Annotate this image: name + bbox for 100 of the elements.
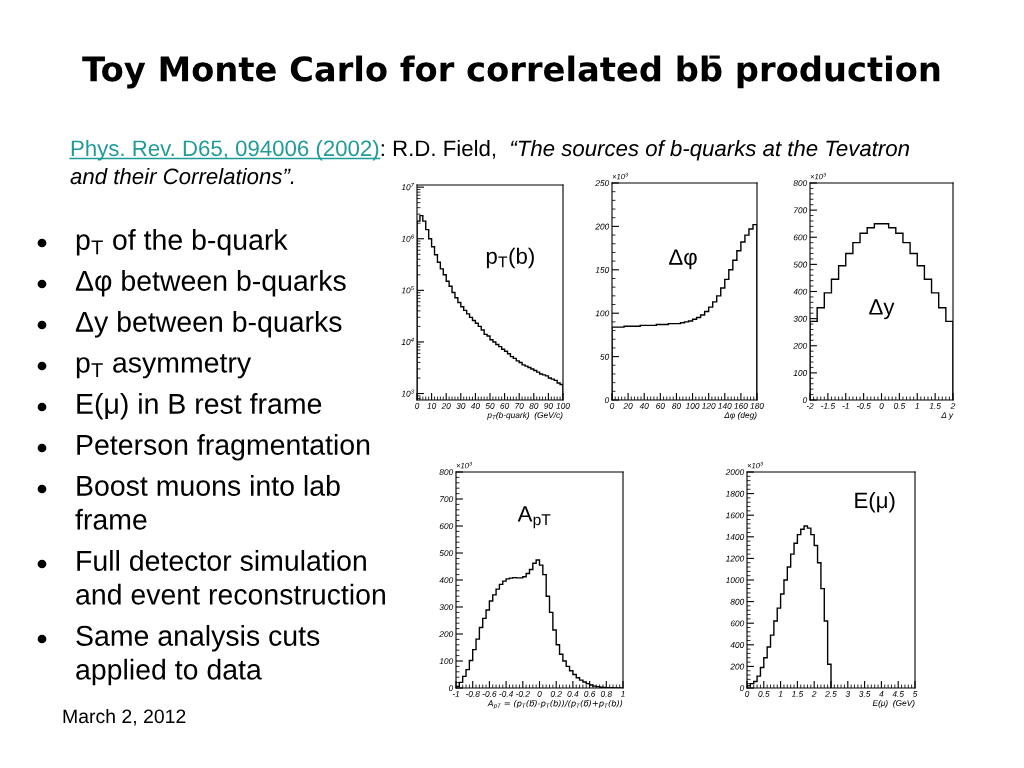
text: and their Correlations”.: [70, 167, 294, 185]
x-tick-label: -1: [842, 403, 849, 409]
text: A$_{pT}$ = (p$_{T}$(b̄)-p$_{T}$(b))/(p$_{T}$(b̄)+p$_{T}$(b)): [487, 699, 623, 709]
text: “The sources of b-quarks at the Tevatron: [510, 139, 909, 161]
x-tick-label: 0: [879, 403, 884, 409]
x-tick-label: 0: [610, 403, 615, 409]
x-tick-label: 0.5: [758, 691, 770, 697]
x-tick-label: 1: [915, 403, 919, 409]
x-tick-label: 10: [427, 403, 437, 409]
x-tick-label: 2: [811, 691, 817, 697]
y-tick-label: 300: [439, 604, 454, 611]
x-tick-label: 0.8: [600, 691, 613, 697]
x-tick-label: 50: [485, 403, 495, 409]
x-tick-label: 0.4: [567, 691, 579, 697]
y-tick-label: 700: [440, 496, 454, 503]
x-tick-label: 1.5: [791, 691, 804, 697]
y-tick-label: 400: [793, 288, 808, 295]
x-tick-label: 0.6: [584, 691, 596, 697]
x-tick-label: -2: [806, 403, 814, 409]
y-tick-label: 0: [604, 397, 610, 404]
x-tick-label: -0.4: [499, 691, 513, 697]
y-tick-label: 10$^{5}$: [401, 286, 414, 294]
text: p$_{T}$(b): [486, 247, 534, 269]
x-tick-label: -1: [452, 691, 459, 697]
x-tick-label: 0: [415, 403, 420, 409]
x-tick-label: -0.8: [465, 691, 480, 697]
y-tick-label: 700: [794, 207, 808, 214]
text: E(μ): [855, 491, 895, 513]
text: Peterson fragmentation: [77, 434, 370, 461]
x-tick-label: 5: [912, 691, 918, 697]
text: : R.D. Field,: [381, 139, 496, 159]
y-tick-label: 800: [793, 180, 808, 187]
x-tick-label: 60: [656, 403, 665, 409]
x-tick-label: 40: [639, 403, 649, 409]
y-tick-label: 50: [600, 353, 610, 360]
x-tick-label: 120: [701, 403, 716, 409]
y-tick-label: 800: [439, 469, 454, 476]
x-tick-label: 1: [620, 691, 625, 697]
x-tick-label: 4.5: [892, 691, 905, 697]
x-tick-label: 3: [845, 691, 851, 697]
y-tick-label: 100: [439, 658, 454, 665]
text: Δy: [869, 299, 895, 320]
x-tick-label: 100: [685, 403, 700, 409]
y-tick-label: 200: [730, 663, 745, 670]
y-tick-label: 0: [802, 397, 808, 404]
y-tick-label: 400: [730, 642, 745, 648]
x-axis-title: Δφ (deg): [724, 411, 757, 420]
x-tick-label: 2.5: [825, 691, 837, 697]
x-tick-label: 20: [441, 403, 451, 409]
x-axis-title: p$_{T}$(b-quark) (GeV/c): [487, 411, 563, 420]
x-tick-label: 0: [745, 691, 750, 697]
y-tick-label: 0: [448, 685, 454, 692]
y-tick-label: 250: [595, 180, 610, 187]
text: Full detector simulation and event reconstruction: [76, 550, 385, 605]
x-tick-label: 180: [750, 403, 764, 409]
y-tick-label: 10$^{4}$: [401, 337, 414, 345]
text: E(μ) in B rest frame: [77, 393, 322, 420]
y-tick-label: 1800: [725, 490, 745, 497]
x-tick-label: 90: [544, 403, 553, 409]
text: Δy between b-quarks: [75, 311, 342, 338]
y-tick-label: 100: [595, 310, 610, 317]
text: March 2, 2012: [63, 708, 186, 726]
x-tick-label: 3.5: [859, 691, 871, 697]
x-tick-label: -0.2: [516, 691, 530, 697]
x-tick-label: 80: [672, 403, 682, 409]
x-tick-label: -0.5: [856, 403, 871, 409]
x-tick-label: 4: [879, 691, 884, 697]
y-tick-label: 500: [793, 261, 808, 268]
text: Phys. Rev. D65, 094006 (2002): [71, 139, 379, 161]
y-tick-label: 2000: [725, 469, 745, 476]
x-tick-label: 100: [556, 403, 570, 409]
x-tick-label: 30: [456, 403, 466, 409]
x-tick-label: 0: [537, 691, 542, 697]
text: Δφ: [669, 249, 697, 270]
y-tick-label: 10$^{7}$: [401, 182, 415, 191]
y-tick-label: 1000: [725, 577, 745, 584]
x-tick-label: 160: [734, 403, 748, 409]
y-tick-label: 100: [793, 370, 808, 376]
x-tick-label: 60: [500, 403, 510, 409]
y-tick-label: 10$^{3}$: [401, 389, 414, 397]
y-tick-label: 600: [730, 620, 745, 627]
x-tick-label: 70: [515, 403, 524, 409]
x-axis-title: E(μ) (GeV): [872, 699, 915, 708]
text: Toy Monte Carlo for correlated bb̄ production: [82, 55, 940, 89]
y-tick-label: 600: [439, 523, 454, 530]
y-tick-label: 1600: [725, 512, 745, 519]
x-tick-label: 140: [718, 403, 732, 409]
x-tick-label: 20: [623, 403, 633, 409]
x-tick-label: 2: [950, 403, 956, 409]
x-tick-label: 0.5: [893, 403, 906, 409]
y-tick-label: 600: [793, 234, 808, 241]
x-tick-label: -1.5: [821, 403, 836, 409]
text: Boost muons into lab frame: [75, 475, 340, 530]
y-tick-label: 200: [439, 631, 454, 638]
x-tick-label: 80: [529, 403, 539, 409]
y-tick-label: 1400: [725, 534, 745, 540]
y-tick-label: 200: [793, 342, 808, 349]
x-tick-label: 1.5: [929, 403, 941, 409]
y-tick-label: 0: [739, 685, 745, 692]
text: p$_{T}$ asymmetry: [76, 354, 252, 379]
